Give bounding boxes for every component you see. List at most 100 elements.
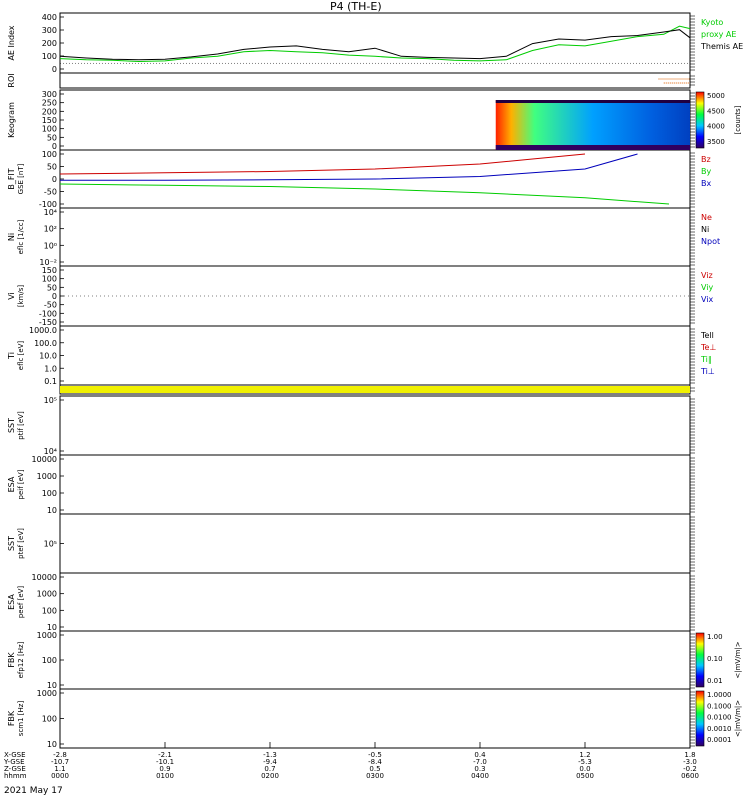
- panel-unit: GSE [nT]: [17, 163, 25, 194]
- colorbar-label: <|mV/m|>: [734, 641, 742, 678]
- legend-viz: Viz: [701, 271, 713, 280]
- x-tick-label: 0.7: [264, 765, 275, 773]
- colorbar-label: <|mV/m|>: [734, 700, 742, 737]
- x-tick-label: -10.7: [51, 758, 69, 766]
- flag-bar: [60, 386, 690, 393]
- panel-label: FBK: [7, 710, 16, 726]
- y-tick-label: 200: [42, 39, 57, 48]
- x-tick-label: 0600: [681, 772, 699, 780]
- y-tick-label: -50: [44, 301, 57, 310]
- series-kyoto-proxy-ae: [59, 25, 691, 63]
- y-tick-label: 100: [42, 275, 57, 284]
- x-row-label: Z-GSE: [4, 765, 26, 773]
- y-tick-label: -100: [39, 200, 57, 209]
- legend-ti-: Ti∥: [700, 355, 712, 364]
- colorbar-tick-label: 0.1000: [707, 702, 732, 710]
- panel-label: Keogram: [7, 102, 16, 138]
- y-tick-label: 1000: [37, 472, 57, 481]
- y-tick-label: 200: [42, 107, 57, 116]
- panel-frame: [59, 630, 691, 690]
- panel-label: Ni: [7, 233, 16, 241]
- panel-frame: [59, 513, 691, 574]
- colorbar-tick-label: 0.0100: [707, 714, 732, 722]
- panel-esa2: 10000 1000 100 10 ESA peef [eV]: [7, 572, 695, 632]
- legend-themis-ae: Themis AE: [700, 42, 743, 51]
- colorbar-tick-label: 0.0001: [707, 736, 732, 744]
- x-tick-label: 0.4: [474, 751, 486, 759]
- panel-frame: [59, 72, 691, 89]
- y-tick-label: 100: [42, 125, 57, 134]
- y-tick-label: 10⁴: [44, 447, 57, 456]
- y-tick-label: 1000: [37, 631, 57, 640]
- panel-fbk1: 1000 100 10 FBK efp12 [Hz] 1.00 0.10 0.01 <|mV/m…: [7, 630, 742, 690]
- legend-te-: Te⊥: [700, 343, 716, 352]
- panel-label: Vi: [7, 292, 16, 300]
- colorbar: [695, 632, 705, 688]
- y-tick-label: 400: [42, 13, 57, 22]
- y-tick-label: 10000: [32, 455, 57, 464]
- panel-label: SST: [7, 536, 16, 551]
- y-tick-label: 10⁵: [44, 540, 57, 549]
- x-row-label: Y-GSE: [3, 758, 25, 766]
- y-tick-label: 100.0: [34, 339, 57, 348]
- y-tick-label: 0: [52, 292, 57, 301]
- y-tick-label: 300: [42, 26, 57, 35]
- y-tick-label: -150: [39, 318, 57, 327]
- panel-frame: [59, 395, 691, 456]
- panel-label: Ti: [7, 352, 16, 360]
- panel-sst2: 10⁵ SST ptef [eV]: [7, 513, 695, 574]
- colorbar: [695, 690, 705, 747]
- y-tick-label: 10⁵: [44, 396, 57, 405]
- panel-label: FBK: [7, 652, 16, 668]
- panel-frame: [59, 265, 691, 327]
- panel-unit: peif [eV]: [17, 469, 25, 499]
- panel-sst1: 10⁵ 10⁴ SST ptif [eV]: [7, 395, 695, 456]
- series-bx: [60, 153, 638, 181]
- x-tick-label: -0.2: [683, 765, 697, 773]
- y-tick-label: 150: [42, 266, 57, 275]
- panel-label: SST: [7, 418, 16, 433]
- x-tick-label: 0200: [261, 772, 279, 780]
- panel-esa1: 10000 1000 100 10 ESA peif [eV]: [7, 454, 695, 515]
- keogram-bottom-band: [495, 145, 690, 150]
- panel-label: ROI: [7, 73, 16, 87]
- date-label: 2021 May 17: [4, 786, 63, 796]
- panel-unit: ptif [eV]: [17, 411, 25, 440]
- colorbar-tick-label: 4500: [707, 107, 725, 115]
- colorbar-tick-label: 4000: [707, 123, 725, 131]
- y-tick-label: 1.0: [44, 364, 57, 373]
- panel-frame: [59, 325, 691, 386]
- x-tick-label: 0.3: [474, 765, 485, 773]
- y-tick-label: 100: [42, 606, 57, 615]
- legend-viy: Viy: [701, 283, 714, 292]
- y-tick-label: 10: [47, 623, 57, 632]
- y-tick-label: 50: [47, 163, 57, 172]
- x-tick-label: -10.1: [156, 758, 174, 766]
- legend-ni: Ni: [701, 225, 709, 234]
- y-tick-label: 10000: [32, 573, 57, 582]
- x-tick-label: -2.1: [158, 751, 172, 759]
- x-tick-label: -7.0: [473, 758, 487, 766]
- panel-frame: [59, 572, 691, 632]
- y-tick-label: 10²: [44, 225, 57, 234]
- x-tick-label: -3.0: [683, 758, 697, 766]
- y-tick-label: 10⁻²: [39, 258, 57, 267]
- colorbar-tick-label: 0.01: [707, 677, 723, 685]
- legend-bx: Bx: [701, 179, 711, 188]
- panel-label: AE Index: [7, 25, 16, 60]
- legend-tell: Tell: [700, 331, 714, 340]
- panel-label: ESA: [7, 594, 16, 610]
- x-tick-label: -1.3: [263, 751, 277, 759]
- panel-frame: [59, 12, 691, 74]
- y-tick-label: 10⁴: [44, 208, 57, 217]
- panel-roi: ROI: [7, 72, 695, 89]
- y-tick-label: 100: [42, 52, 57, 61]
- y-tick-label: 250: [42, 99, 57, 108]
- panel-unit: eflc [1/cc]: [17, 219, 25, 254]
- y-tick-label: 0: [52, 65, 57, 74]
- x-tick-label: 1.2: [579, 751, 590, 759]
- x-tick-label: -9.4: [263, 758, 277, 766]
- x-tick-label: 0500: [576, 772, 594, 780]
